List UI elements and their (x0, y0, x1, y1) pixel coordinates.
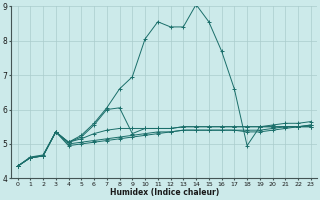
X-axis label: Humidex (Indice chaleur): Humidex (Indice chaleur) (109, 188, 219, 197)
